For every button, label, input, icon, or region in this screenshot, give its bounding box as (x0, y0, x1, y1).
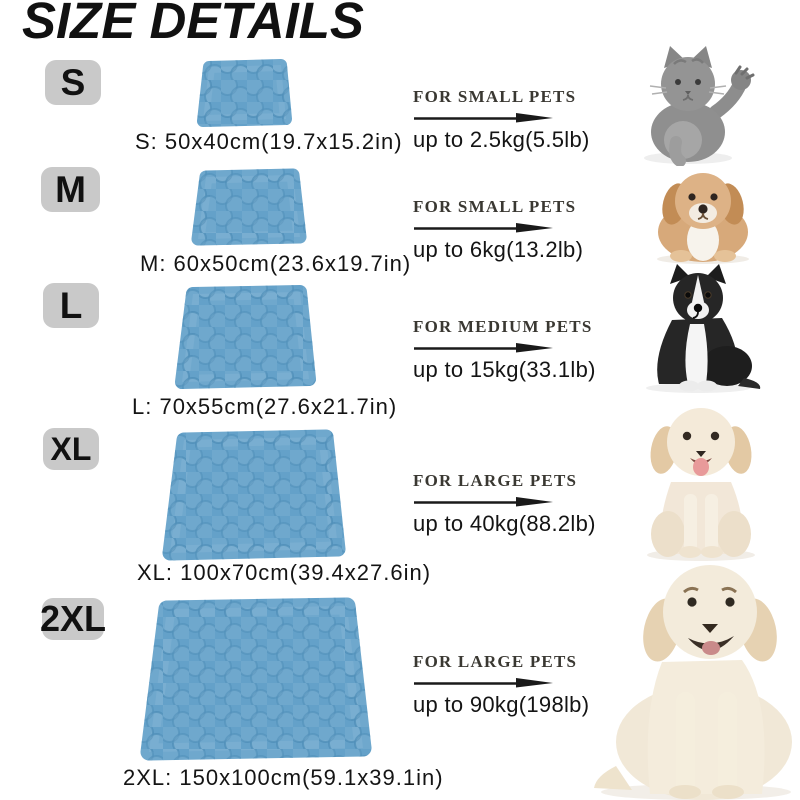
arrow-right-icon (414, 113, 553, 123)
arrow-right-icon (414, 497, 553, 507)
pet-recommendation-2xl: FOR LARGE PETS up to 90kg(198lb) (413, 652, 603, 718)
weight-label: up to 40kg(88.2lb) (413, 511, 596, 536)
cooling-mat-l-image (173, 283, 317, 390)
gray-kitten-photo (636, 46, 764, 167)
golden-retriever-photo (592, 552, 800, 800)
golden-retriever-puppy-photo (634, 394, 768, 562)
cooling-mat-2xl-image (137, 595, 373, 763)
dimensions-label-s: S: 50x40cm(19.7x15.2in) (135, 129, 403, 154)
dimensions-label-xl: XL: 100x70cm(39.4x27.6in) (137, 560, 432, 585)
size-badge-2xl: 2XL (39, 598, 107, 640)
pet-type-label: FOR LARGE PETS (413, 652, 578, 671)
weight-label: up to 15kg(33.1lb) (413, 357, 596, 382)
weight-label: up to 6kg(13.2lb) (413, 237, 584, 262)
pet-recommendation-xl: FOR LARGE PETS up to 40kg(88.2lb) (413, 471, 603, 537)
dimensions-label-l: L: 70x55cm(27.6x21.7in) (132, 394, 398, 419)
size-badge-xl: XL (43, 428, 99, 470)
weight-label: up to 2.5kg(5.5lb) (413, 127, 590, 152)
cooling-mat-xl-image (160, 428, 347, 562)
pet-recommendation-m: FOR SMALL PETS up to 6kg(13.2lb) (413, 197, 603, 263)
cooling-mat-m-image (190, 167, 307, 247)
dimensions-label-m: M: 60x50cm(23.6x19.7in) (140, 251, 412, 276)
size-badge-l: L (43, 283, 99, 328)
tan-puppy-photo (645, 164, 761, 264)
arrow-right-icon (414, 343, 553, 353)
pet-type-label: FOR SMALL PETS (413, 87, 577, 106)
weight-label: up to 90kg(198lb) (413, 692, 590, 717)
pet-recommendation-l: FOR MEDIUM PETS up to 15kg(33.1lb) (413, 317, 603, 383)
page-title: SIZE DETAILS (22, 0, 364, 49)
pet-type-label: FOR MEDIUM PETS (413, 317, 593, 336)
pet-type-label: FOR SMALL PETS (413, 197, 577, 216)
pet-type-label: FOR LARGE PETS (413, 471, 578, 490)
arrow-right-icon (414, 678, 553, 688)
arrow-right-icon (414, 223, 553, 233)
cooling-mat-s-image (195, 58, 293, 128)
pet-recommendation-s: FOR SMALL PETS up to 2.5kg(5.5lb) (413, 87, 603, 153)
size-badge-m: M (41, 167, 100, 212)
dimensions-label-2xl: 2XL: 150x100cm(59.1x39.1in) (123, 765, 444, 790)
size-badge-s: S (45, 60, 101, 105)
border-collie-photo (632, 262, 764, 394)
